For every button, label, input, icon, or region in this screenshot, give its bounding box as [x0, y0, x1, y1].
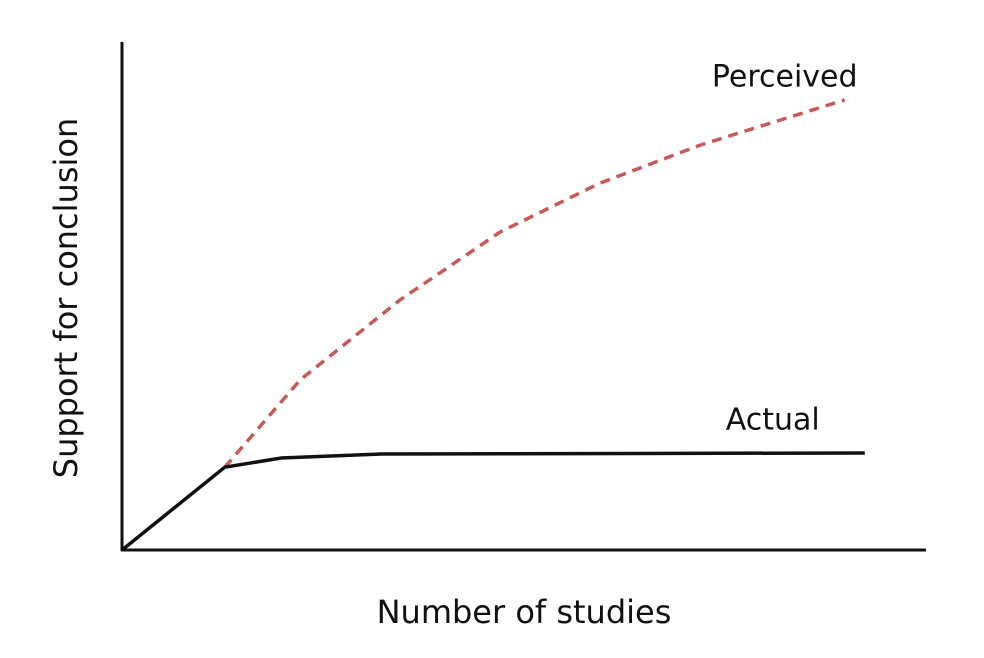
series-line: [120, 451, 865, 552]
x-axis-title: Number of studies: [377, 593, 672, 631]
series-label: Perceived: [712, 59, 858, 94]
series-line: [223, 98, 846, 469]
series-label: Actual: [726, 402, 820, 437]
y-axis-title: Support for conclusion: [47, 118, 85, 478]
